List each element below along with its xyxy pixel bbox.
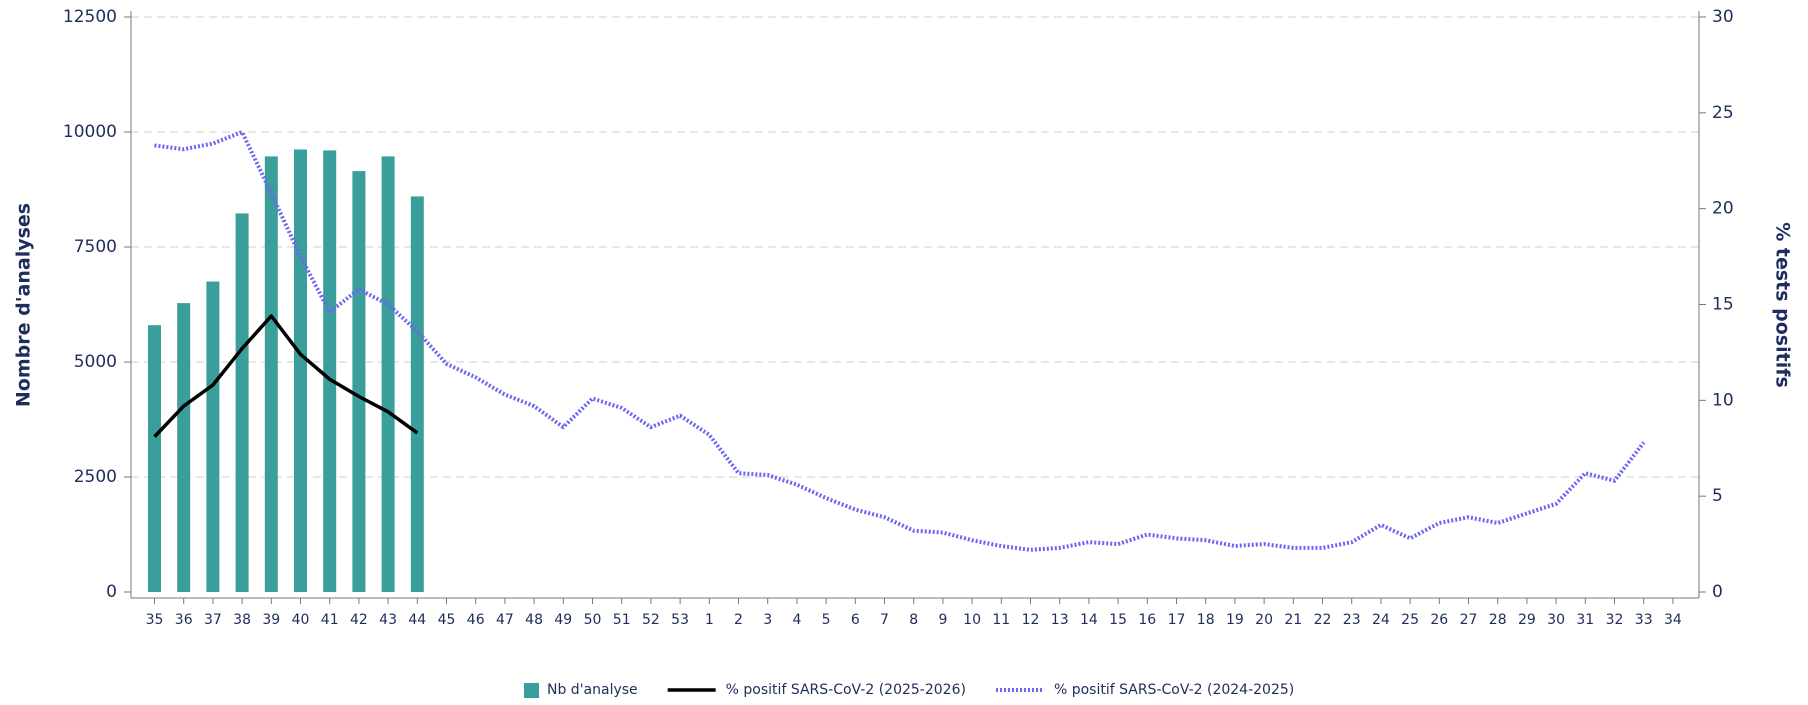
legend-label: Nb d'analyse [547,682,638,698]
y2-tick-label: 5 [1712,486,1723,506]
x-tick-label: 53 [671,612,689,628]
x-tick-label: 50 [584,612,602,628]
bar [352,171,366,592]
x-tick-label: 12 [1022,612,1040,628]
x-tick-label: 45 [438,612,456,628]
legend-swatch [524,683,539,698]
x-tick-label: 31 [1576,612,1594,628]
x-tick-label: 8 [909,612,918,628]
x-tick-label: 16 [1138,612,1156,628]
x-tick-label: 20 [1255,612,1273,628]
x-tick-label: 28 [1489,612,1507,628]
bar [235,213,249,593]
x-tick-label: 42 [350,612,368,628]
bar [148,325,161,592]
x-tick-label: 27 [1460,612,1478,628]
bar [177,303,191,592]
x-tick-label: 11 [992,612,1010,628]
y2-axis-title: % tests positifs [1772,222,1794,388]
y-tick-label: 0 [106,582,117,602]
x-tick-label: 14 [1080,612,1098,628]
y2-tick-label: 15 [1712,295,1734,315]
y-tick-label: 5000 [74,352,117,372]
x-tick-label: 2 [734,612,743,628]
x-tick-label: 32 [1606,612,1624,628]
x-tick-label: 22 [1314,612,1332,628]
x-tick-label: 36 [175,612,193,628]
x-tick-label: 4 [792,612,801,628]
y2-tick-label: 10 [1712,390,1734,410]
y-tick-label: 10000 [63,122,117,142]
x-tick-label: 46 [467,612,485,628]
x-tick-label: 3 [763,612,772,628]
x-tick-label: 30 [1547,612,1565,628]
x-tick-label: 33 [1635,612,1653,628]
x-tick-label: 7 [880,612,889,628]
y-tick-label: 7500 [74,237,117,257]
bar [294,149,307,593]
x-tick-label: 44 [408,612,426,628]
x-tick-label: 18 [1197,612,1215,628]
y-tick-label: 12500 [63,7,117,27]
x-tick-label: 38 [233,612,251,628]
x-tick-label: 15 [1109,612,1127,628]
x-tick-label: 49 [554,612,572,628]
legend-label: % positif SARS-CoV-2 (2025-2026) [726,682,966,698]
x-tick-label: 40 [292,612,310,628]
x-tick-label: 21 [1284,612,1302,628]
x-tick-label: 52 [642,612,660,628]
x-tick-label: 23 [1343,612,1361,628]
bar [410,196,424,592]
x-tick-label: 10 [963,612,981,628]
x-tick-label: 13 [1051,612,1069,628]
x-tick-label: 29 [1518,612,1536,628]
x-tick-label: 5 [822,612,831,628]
y2-tick-label: 0 [1712,582,1723,602]
y2-tick-label: 20 [1712,199,1734,219]
x-tick-label: 17 [1168,612,1186,628]
legend-label: % positif SARS-CoV-2 (2024-2025) [1054,682,1294,698]
x-tick-label: 37 [204,612,222,628]
y-tick-label: 2500 [74,467,117,487]
x-tick-label: 47 [496,612,514,628]
bar [381,156,395,592]
x-tick-label: 1 [705,612,714,628]
x-tick-label: 25 [1401,612,1419,628]
x-tick-label: 9 [938,612,947,628]
x-tick-label: 48 [525,612,543,628]
bar [206,281,220,592]
y-axis-title: Nombre d'analyses [13,203,35,407]
bar [264,156,278,592]
x-tick-label: 51 [613,612,631,628]
x-tick-label: 34 [1664,612,1682,628]
x-tick-label: 41 [321,612,339,628]
y2-tick-label: 25 [1712,103,1734,123]
x-tick-label: 26 [1430,612,1448,628]
x-tick-label: 24 [1372,612,1390,628]
bar [323,150,337,592]
line [153,314,419,438]
x-tick-label: 43 [379,612,397,628]
x-tick-label: 19 [1226,612,1244,628]
x-tick-label: 6 [851,612,860,628]
x-tick-label: 39 [262,612,280,628]
x-tick-label: 35 [146,612,164,628]
line [154,130,1646,552]
y2-tick-label: 30 [1712,7,1734,27]
